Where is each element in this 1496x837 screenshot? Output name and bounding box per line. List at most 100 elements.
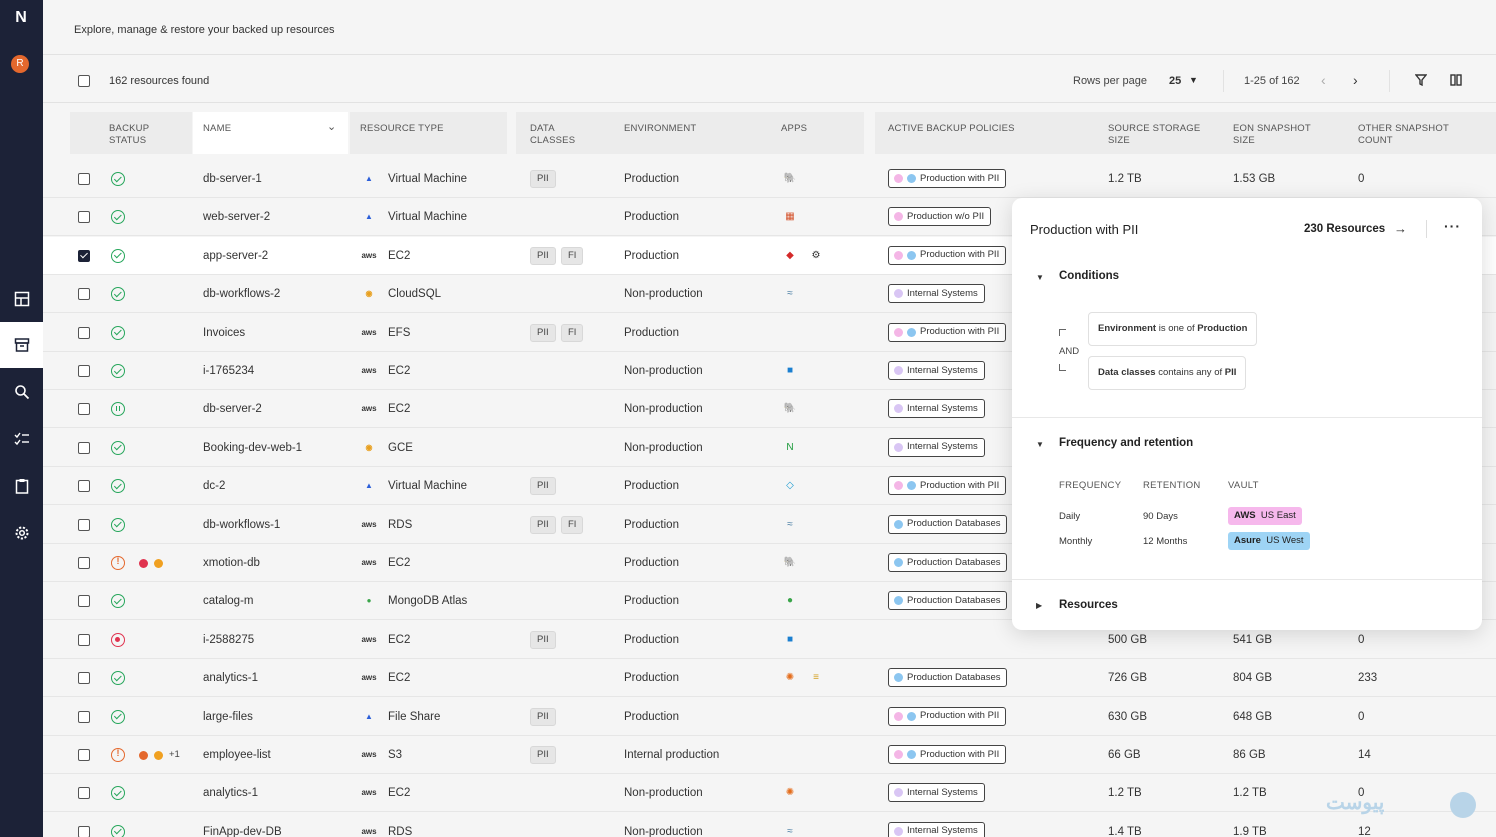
table-row[interactable]: db-server-2 aws EC2 Non-production 🐘 Internal… [43, 390, 1496, 429]
policy-badge[interactable]: Production with PII [888, 245, 1007, 265]
sidebar-item-search[interactable] [0, 369, 43, 415]
policy-badge[interactable]: Production with PII [888, 706, 1007, 726]
col-apps[interactable]: APPS [781, 123, 808, 134]
row-checkbox[interactable] [78, 326, 90, 339]
sidebar-item-reports[interactable] [0, 463, 43, 509]
resource-name[interactable]: db-server-2 [203, 403, 262, 416]
row-checkbox[interactable] [78, 633, 90, 646]
row-checkbox[interactable] [78, 787, 90, 800]
table-row[interactable]: analytics-1 aws EC2 Non-production ✺ Internal… [43, 774, 1496, 813]
resource-name[interactable]: i-2588275 [203, 633, 255, 646]
app-logo[interactable]: N [15, 9, 27, 26]
chevron-down-icon[interactable]: ▼ [1036, 440, 1044, 449]
sidebar-item-tasks[interactable] [0, 416, 43, 462]
resource-name[interactable]: db-workflows-1 [203, 518, 281, 531]
col-eon-snapshot-size[interactable]: EON SNAPSHOT SIZE [1233, 123, 1311, 146]
table-row[interactable]: analytics-1 aws EC2 Production ✺ ≡ Production … [43, 659, 1496, 698]
condition-data-classes[interactable]: Data classes contains any of PII [1088, 356, 1247, 390]
col-source-storage-size[interactable]: SOURCE STORAGE SIZE [1108, 123, 1201, 146]
resources-title[interactable]: Resources [1059, 599, 1118, 611]
col-active-backup-policies[interactable]: ACTIVE BACKUP POLICIES [888, 123, 1015, 134]
filter-icon[interactable] [1415, 74, 1427, 86]
row-checkbox[interactable] [78, 173, 90, 185]
row-checkbox[interactable] [78, 365, 90, 377]
row-checkbox[interactable] [78, 480, 90, 493]
policy-badge[interactable]: Production Databases [888, 668, 1008, 688]
col-name[interactable]: NAME [203, 123, 232, 134]
col-other-snapshot-count[interactable]: OTHER SNAPSHOT COUNT [1358, 123, 1449, 146]
avatar[interactable]: R [11, 55, 29, 73]
policy-badge[interactable]: Internal Systems [888, 821, 985, 837]
col-backup-status[interactable]: BACKUP STATUS [109, 123, 150, 146]
row-checkbox[interactable] [78, 825, 90, 837]
next-page-button[interactable]: › [1353, 72, 1358, 88]
resource-name[interactable]: catalog-m [203, 595, 254, 608]
resource-name[interactable]: db-workflows-2 [203, 288, 281, 301]
policy-badge[interactable]: Production Databases [888, 514, 1008, 534]
resource-name[interactable]: web-server-2 [203, 211, 271, 224]
table-row[interactable]: db-workflows-2 ◉ CloudSQL Non-production ≈ In… [43, 275, 1496, 314]
table-row[interactable]: db-workflows-1 aws RDS PII FI Production ≈ Prod… [43, 506, 1496, 544]
row-checkbox[interactable] [78, 749, 90, 761]
more-icon[interactable]: ··· [1444, 218, 1461, 234]
policy-badge[interactable]: Internal Systems [888, 783, 985, 803]
row-checkbox[interactable] [78, 595, 90, 608]
chevron-down-icon[interactable]: ▼ [1036, 273, 1044, 282]
policy-badge[interactable]: Production Databases [888, 553, 1008, 572]
columns-icon[interactable] [1450, 74, 1463, 86]
resource-name[interactable]: xmotion-db [203, 557, 260, 569]
chevron-down-icon[interactable]: ⌄ [327, 121, 337, 133]
table-row[interactable]: db-server-1 ▲ Virtual Machine PII Production… [43, 160, 1496, 198]
resource-name[interactable]: large-files [203, 710, 253, 723]
policy-badge[interactable]: Internal Systems [888, 284, 985, 304]
arrow-right-icon[interactable]: → [1394, 221, 1407, 236]
policy-badge[interactable]: Production with PII [888, 322, 1007, 342]
table-row[interactable]: web-server-2 ▲ Virtual Machine Production ▦ P… [43, 198, 1496, 237]
table-row[interactable]: FinApp-dev-DB aws RDS Non-production ≈ Intern… [43, 813, 1496, 837]
policy-badge[interactable]: Internal Systems [888, 437, 985, 457]
row-checkbox[interactable] [78, 557, 90, 569]
col-data-classes[interactable]: DATA CLASSES [530, 123, 576, 146]
chevron-down-icon[interactable]: ▼ [1189, 75, 1198, 85]
table-row[interactable]: large-files ▲ File Share PII Production Produ… [43, 698, 1496, 736]
row-checkbox[interactable] [78, 288, 90, 301]
prev-page-button[interactable]: ‹ [1321, 72, 1326, 88]
row-checkbox[interactable] [78, 441, 90, 454]
table-row[interactable]: +1 employee-list aws S3 PII Internal producti… [43, 736, 1496, 774]
policy-badge[interactable]: Internal Systems [888, 399, 985, 419]
row-checkbox[interactable] [78, 249, 90, 262]
policy-badge[interactable]: Production w/o PII [888, 207, 992, 227]
row-checkbox[interactable] [78, 710, 90, 723]
policy-badge[interactable]: Internal Systems [888, 361, 985, 380]
col-environment[interactable]: ENVIRONMENT [624, 123, 697, 134]
resource-name[interactable]: db-server-1 [203, 173, 262, 185]
resource-name[interactable]: employee-list [203, 749, 271, 761]
row-checkbox[interactable] [78, 518, 90, 531]
col-resource-type[interactable]: RESOURCE TYPE [360, 123, 444, 134]
sidebar-item-settings[interactable] [0, 510, 43, 556]
table-row[interactable]: i-1765234 aws EC2 Non-production ■ Internal S… [43, 352, 1496, 390]
resource-name[interactable]: Booking-dev-web-1 [203, 441, 303, 454]
row-checkbox[interactable] [78, 211, 90, 224]
table-row[interactable]: catalog-m ● MongoDB Atlas Production ● Produc… [43, 582, 1496, 621]
resource-name[interactable]: analytics-1 [203, 787, 258, 800]
table-row[interactable]: Booking-dev-web-1 ◉ GCE Non-production N Inte… [43, 429, 1496, 467]
sidebar-item-dashboard[interactable] [0, 276, 43, 322]
resource-name[interactable]: Invoices [203, 326, 246, 339]
resources-link[interactable]: 230 Resources [1304, 223, 1386, 235]
table-row[interactable]: xmotion-db aws EC2 Production 🐘 Production Da… [43, 544, 1496, 582]
table-row[interactable]: Invoices aws EFS PII FI Production Production … [43, 314, 1496, 352]
policy-badge[interactable]: Production with PII [888, 169, 1007, 188]
select-all-checkbox[interactable] [78, 75, 90, 87]
table-row[interactable]: i-2588275 aws EC2 PII Production ■ 500 GB 541 G… [43, 621, 1496, 659]
table-row[interactable]: dc-2 ▲ Virtual Machine PII Production ◇ Produc… [43, 467, 1496, 506]
sidebar-item-resources[interactable] [0, 322, 43, 368]
condition-environment[interactable]: Environment is one of Production [1088, 312, 1258, 346]
frequency-title[interactable]: Frequency and retention [1059, 437, 1194, 449]
resource-name[interactable]: app-server-2 [203, 249, 269, 262]
policy-badge[interactable]: Production with PII [888, 745, 1007, 764]
resource-name[interactable]: dc-2 [203, 480, 226, 493]
resource-name[interactable]: i-1765234 [203, 365, 255, 377]
conditions-title[interactable]: Conditions [1059, 270, 1120, 282]
chevron-right-icon[interactable]: ▶ [1036, 601, 1043, 610]
